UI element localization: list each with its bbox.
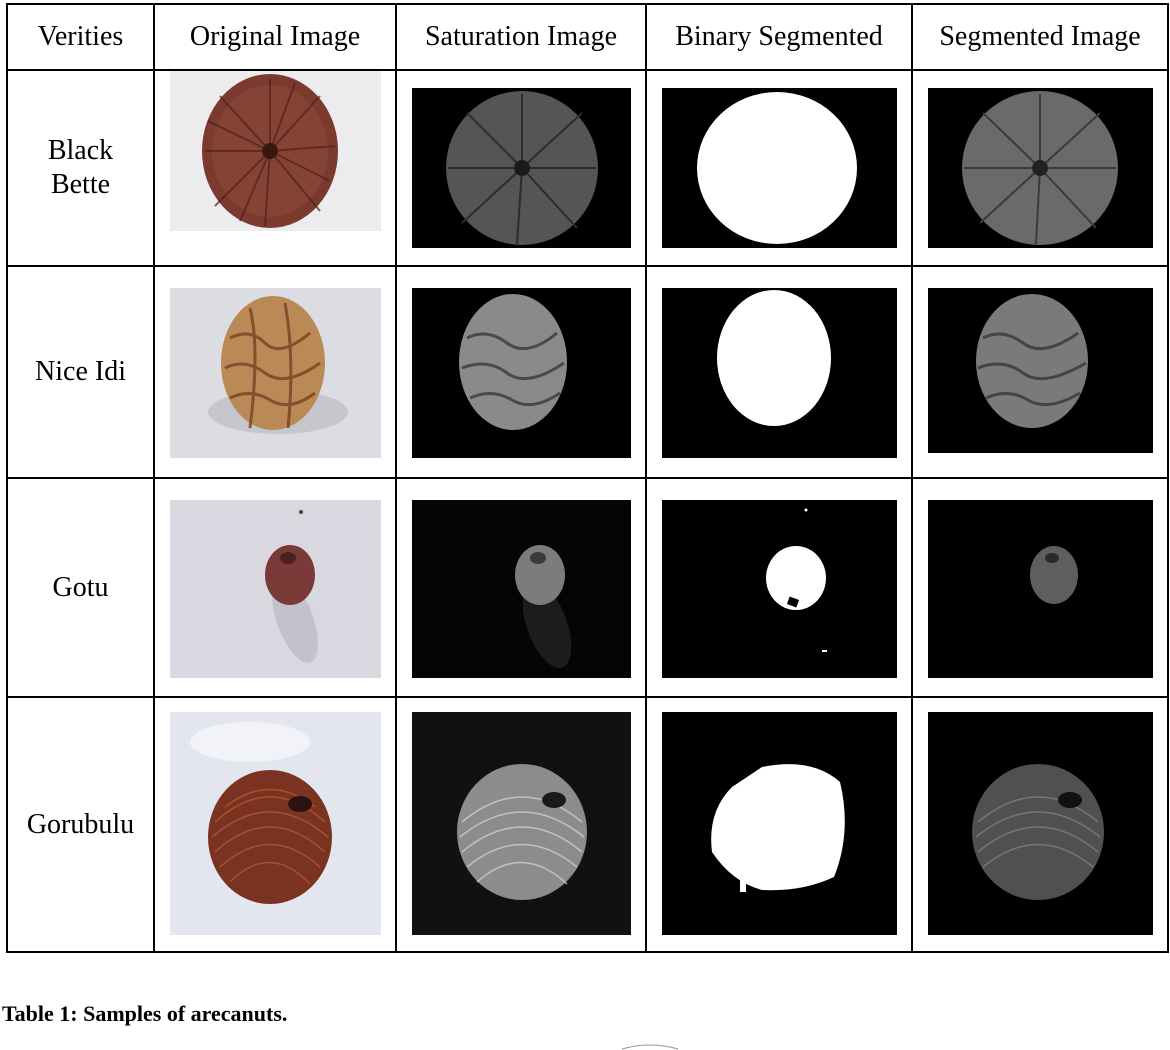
original-image (170, 712, 381, 935)
binary-segmented-image (662, 88, 897, 248)
header-binary-segmented: Binary Segmented (645, 3, 913, 71)
table-row: Gorubulu (6, 696, 1169, 953)
variety-name-line1: Gotu (52, 571, 109, 603)
saturation-image (412, 712, 631, 935)
original-image-cell (153, 477, 397, 698)
variety-name-line1: Gorubulu (26, 808, 135, 840)
page-mark-icon (621, 1044, 679, 1050)
segmented-image (928, 288, 1153, 453)
samples-table: Verities Original Image Saturation Image… (6, 3, 1169, 955)
segmented-image (928, 88, 1153, 248)
binary-segmented-image (662, 712, 897, 935)
variety-cell: Black Bette (6, 69, 155, 267)
original-image (170, 500, 381, 678)
header-row: Verities Original Image Saturation Image… (6, 3, 1169, 71)
header-original-image: Original Image (153, 3, 397, 71)
binary-segmented-cell (645, 69, 913, 267)
table-row: Gotu (6, 477, 1169, 698)
saturation-image (412, 500, 631, 678)
saturation-image-cell (395, 69, 647, 267)
segmented-image-cell (911, 477, 1169, 698)
table-row: Black Bette (6, 69, 1169, 267)
header-varieties: Verities (6, 3, 155, 71)
segmented-image-cell (911, 265, 1169, 479)
variety-cell: Gorubulu (6, 696, 155, 953)
binary-segmented-image (662, 288, 897, 458)
segmented-image (928, 712, 1153, 935)
variety-name-line1: Nice Idi (35, 356, 126, 387)
segmented-image-cell (911, 69, 1169, 267)
original-image (170, 71, 381, 231)
header-segmented-image: Segmented Image (911, 3, 1169, 71)
binary-segmented-cell (645, 477, 913, 698)
original-image (170, 288, 381, 458)
header-saturation-image: Saturation Image (395, 3, 647, 71)
saturation-image-cell (395, 696, 647, 953)
saturation-image (412, 288, 631, 458)
binary-segmented-cell (645, 265, 913, 479)
saturation-image-cell (395, 265, 647, 479)
binary-segmented-cell (645, 696, 913, 953)
original-image-cell (153, 696, 397, 953)
saturation-image-cell (395, 477, 647, 698)
segmented-image (928, 500, 1153, 678)
table-caption: Table 1: Samples of arecanuts. (2, 1001, 288, 1026)
variety-name-line2: Bette (50, 169, 111, 200)
original-image-cell (153, 69, 397, 267)
saturation-image (412, 88, 631, 248)
variety-cell: Nice Idi (6, 265, 155, 479)
original-image-cell (153, 265, 397, 479)
binary-segmented-image (662, 500, 897, 678)
variety-cell: Gotu (6, 477, 155, 698)
table-row: Nice Idi (6, 265, 1169, 479)
variety-name-line1: Black (47, 135, 114, 166)
segmented-image-cell (911, 696, 1169, 953)
